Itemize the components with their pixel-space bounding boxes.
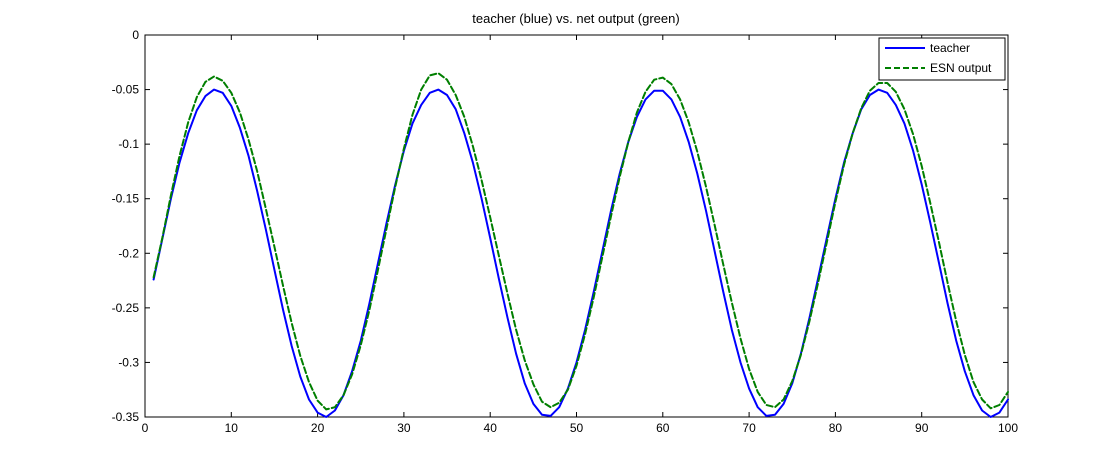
legend-box <box>878 37 1006 81</box>
x-tick-label: 50 <box>570 421 584 435</box>
x-tick-label: 100 <box>998 421 1018 435</box>
y-tick-label: -0.1 <box>118 137 139 151</box>
x-tick-label: 80 <box>829 421 843 435</box>
y-tick-label: -0.2 <box>118 246 139 260</box>
x-tick-label: 20 <box>311 421 325 435</box>
plot-area <box>144 34 1009 418</box>
legend-label-esn-output: ESN output <box>930 61 992 75</box>
legend: teacher ESN output <box>878 37 1006 81</box>
x-axis: 0 10 20 30 40 50 60 70 80 90 100 <box>142 35 1018 435</box>
legend-label-teacher: teacher <box>930 41 970 55</box>
x-tick-label: 10 <box>225 421 239 435</box>
x-tick-label: 0 <box>142 421 149 435</box>
chart-title: teacher (blue) vs. net output (green) <box>472 11 679 26</box>
x-tick-label: 40 <box>484 421 498 435</box>
y-axis: 0 -0.05 -0.1 -0.15 -0.2 -0.25 -0.3 -0.35 <box>112 28 1008 424</box>
x-tick-label: 60 <box>656 421 670 435</box>
y-tick-label: -0.35 <box>112 410 140 424</box>
x-tick-label: 30 <box>397 421 411 435</box>
y-tick-label: -0.05 <box>112 83 140 97</box>
y-tick-label: 0 <box>132 28 139 42</box>
x-tick-label: 70 <box>742 421 756 435</box>
series-layer <box>152 72 1009 418</box>
y-tick-label: -0.15 <box>112 192 140 206</box>
y-tick-label: -0.25 <box>112 301 140 315</box>
series-line-teacher <box>152 88 1009 418</box>
x-tick-label: 90 <box>915 421 929 435</box>
series-line-esn-output <box>152 72 1009 411</box>
y-tick-label: -0.3 <box>118 355 139 369</box>
